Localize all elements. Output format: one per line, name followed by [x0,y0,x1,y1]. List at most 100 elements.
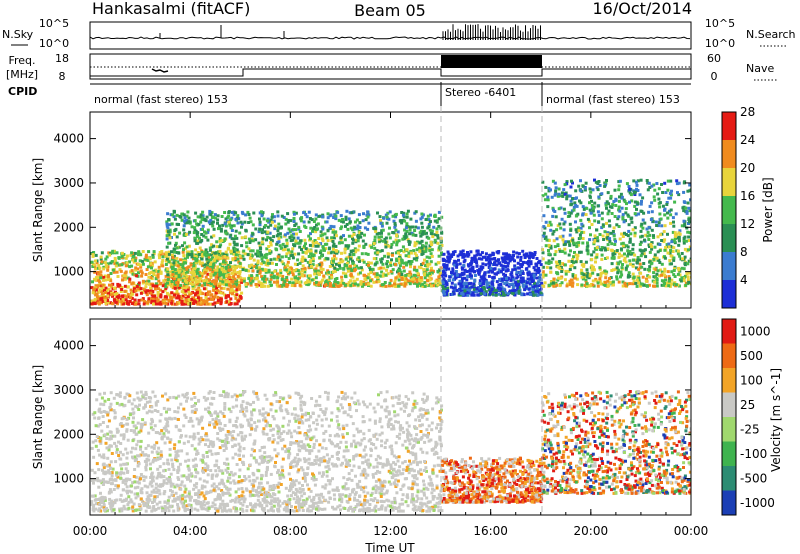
heatmap-cell [440,252,444,256]
heatmap-cell [131,258,135,262]
heatmap-cell [183,241,187,245]
heatmap-cell [675,182,679,186]
heatmap-cell [593,234,597,238]
heatmap-cell [213,213,217,217]
heatmap-cell [457,282,461,286]
heatmap-cell [292,220,296,223]
heatmap-cell [668,259,672,263]
heatmap-cell [387,232,391,236]
heatmap-cell [476,269,480,273]
heatmap-cell [266,263,270,267]
heatmap-cell [223,262,227,266]
heatmap-cell [687,248,690,252]
heatmap-cell [685,272,689,276]
heatmap-cell [628,262,632,266]
heatmap-cell [196,296,200,300]
heatmap-cell [637,267,641,271]
heatmap-cell [137,281,141,285]
heatmap-cell [177,278,181,282]
heatmap-cell [266,225,270,229]
heatmap-cell [387,284,391,288]
heatmap-cell [249,249,253,253]
heatmap-cell [568,268,572,271]
heatmap-cell [164,278,167,282]
heatmap-cell [132,260,136,264]
heatmap-cell [404,273,408,277]
heatmap-cell [619,247,623,251]
heatmap-cell [134,289,138,293]
heatmap-cell [351,238,355,242]
heatmap-cell [226,264,230,267]
heatmap-cell [357,244,361,248]
heatmap-cell [663,181,667,185]
heatmap-cell [596,273,600,277]
heatmap-cell [677,193,681,197]
heatmap-cell [385,215,389,219]
heatmap-cell [558,222,562,226]
heatmap-cell [144,273,148,276]
heatmap-cell [522,279,526,283]
heatmap-cell [490,285,494,289]
heatmap-cell [210,243,214,247]
heatmap-cell [414,219,418,223]
heatmap-cell [313,226,317,229]
heatmap-cell [260,231,264,235]
heatmap-cell [222,273,226,277]
heatmap-cell [612,250,616,254]
heatmap-cell [264,270,268,274]
heatmap-cell [140,271,144,275]
heatmap-cell [131,302,135,306]
heatmap-cell [640,282,644,286]
heatmap-cell [321,213,325,217]
heatmap-cell [150,264,154,268]
heatmap-cell [516,287,520,291]
heatmap-cell [506,264,510,268]
heatmap-cell [216,214,220,218]
heatmap-cell [182,283,186,287]
heatmap-cell [228,300,231,304]
heatmap-cell [658,205,662,209]
heatmap-cell [272,257,276,261]
heatmap-cell [376,278,380,282]
heatmap-cell [525,261,529,265]
heatmap-cell [133,251,137,255]
heatmap-cell [222,286,226,290]
heatmap-cell [227,246,230,250]
heatmap-cell [513,264,517,268]
heatmap-cell [248,256,252,260]
heatmap-cell [496,287,500,291]
heatmap-cell [97,278,101,282]
heatmap-cell [524,282,528,286]
heatmap-cell [674,283,678,287]
heatmap-cell [653,253,657,257]
heatmap-cell [617,215,621,219]
heatmap-cell [354,220,357,224]
heatmap-cell [605,179,608,182]
heatmap-cell [145,293,149,297]
heatmap-cell [286,212,290,216]
heatmap-cell [515,291,519,294]
heatmap-cell [298,281,302,284]
heatmap-cell [379,260,383,264]
heatmap-cell [357,213,361,217]
heatmap-cell [304,281,308,284]
heatmap-cell [640,199,643,203]
heatmap-cell [567,211,571,215]
heatmap-cell [447,260,451,264]
heatmap-cell [683,235,687,239]
heatmap-cell [395,257,399,261]
heatmap-cell [362,260,366,264]
heatmap-cell [143,257,147,261]
heatmap-cell [425,260,429,264]
heatmap-cell [589,190,593,194]
heatmap-cell [319,242,323,246]
heatmap-cell [491,292,495,296]
heatmap-cell [109,272,113,275]
heatmap-cell [292,217,296,220]
heatmap-cell [342,281,346,285]
heatmap-cell [592,213,596,217]
heatmap-cell [399,270,403,274]
heatmap-cell [682,241,686,245]
heatmap-cell [223,211,227,214]
heatmap-cell [380,257,384,261]
